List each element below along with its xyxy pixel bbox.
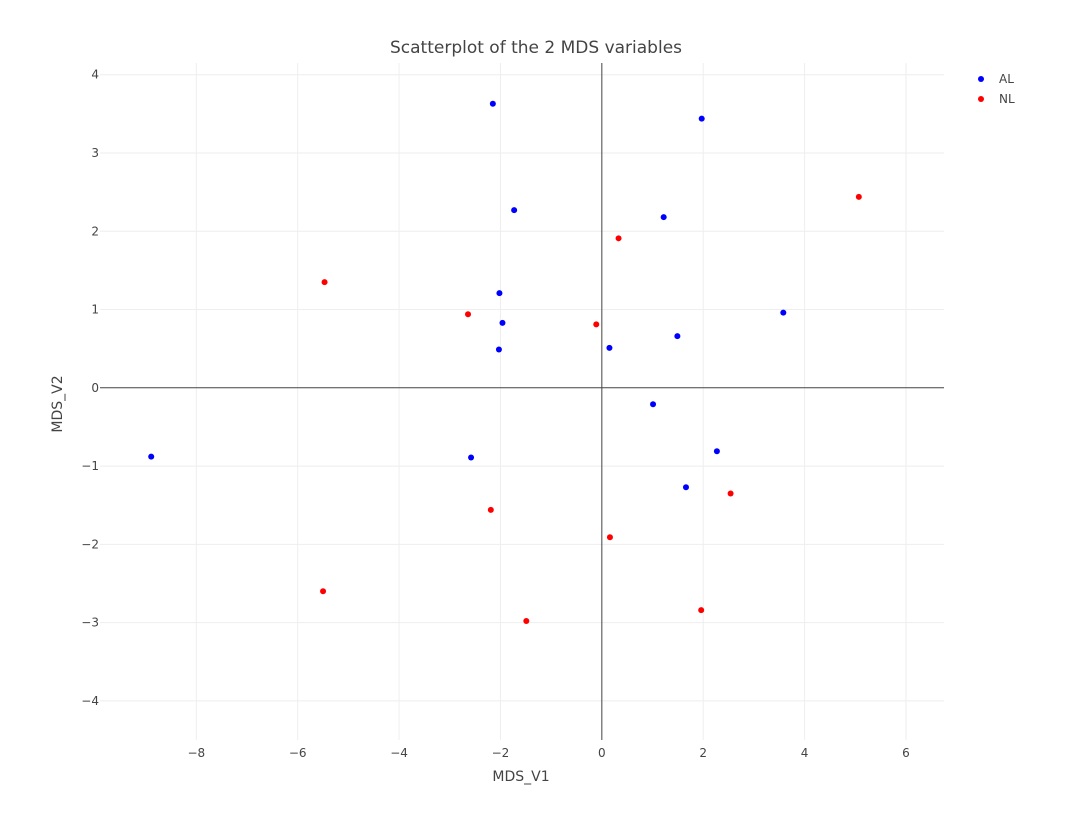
legend-marker bbox=[978, 76, 984, 82]
data-point-al[interactable] bbox=[148, 453, 155, 460]
y-tick-label: 4 bbox=[91, 68, 99, 82]
data-point-nl[interactable] bbox=[593, 321, 600, 328]
data-point-al[interactable] bbox=[660, 214, 667, 221]
legend-label: AL bbox=[999, 72, 1014, 86]
y-tick-labels: −4 −3 −2 −1 0 1 2 3 4 bbox=[81, 68, 99, 708]
data-point-nl[interactable] bbox=[855, 193, 862, 200]
legend-item-al[interactable]: AL bbox=[978, 72, 1014, 86]
data-point-nl[interactable] bbox=[615, 235, 622, 242]
zero-lines bbox=[100, 63, 944, 740]
x-tick-labels: −8 −6 −4 −2 0 2 4 6 bbox=[187, 746, 909, 760]
data-point-nl[interactable] bbox=[523, 618, 530, 625]
data-points bbox=[148, 100, 862, 625]
data-point-nl[interactable] bbox=[487, 506, 494, 513]
y-tick-label: 0 bbox=[91, 381, 99, 395]
y-tick-label: 2 bbox=[91, 224, 99, 238]
data-point-al[interactable] bbox=[496, 290, 503, 297]
data-point-al[interactable] bbox=[682, 484, 689, 491]
data-point-al[interactable] bbox=[495, 346, 502, 353]
legend-item-nl[interactable]: NL bbox=[978, 92, 1015, 106]
data-point-al[interactable] bbox=[468, 454, 475, 461]
y-axis-title: MDS_V2 bbox=[50, 375, 66, 432]
data-point-nl[interactable] bbox=[606, 534, 613, 541]
data-point-nl[interactable] bbox=[727, 490, 734, 497]
data-point-nl[interactable] bbox=[321, 279, 328, 286]
y-tick-label: −3 bbox=[81, 616, 99, 630]
data-point-al[interactable] bbox=[650, 401, 657, 408]
data-point-al[interactable] bbox=[674, 333, 681, 340]
chart-title: Scatterplot of the 2 MDS variables bbox=[390, 38, 682, 58]
y-tick-label: −4 bbox=[81, 694, 99, 708]
x-tick-label: 2 bbox=[699, 746, 707, 760]
data-point-nl[interactable] bbox=[465, 311, 472, 318]
legend-marker bbox=[978, 96, 984, 102]
data-point-al[interactable] bbox=[606, 344, 613, 351]
x-tick-label: 4 bbox=[801, 746, 809, 760]
y-tick-label: 3 bbox=[91, 146, 99, 160]
x-tick-label: −6 bbox=[289, 746, 307, 760]
x-tick-label: −4 bbox=[390, 746, 408, 760]
grid bbox=[100, 63, 944, 740]
data-point-al[interactable] bbox=[489, 100, 496, 107]
data-point-nl[interactable] bbox=[698, 607, 705, 614]
data-point-al[interactable] bbox=[780, 309, 787, 316]
legend[interactable]: AL NL bbox=[978, 72, 1015, 106]
x-tick-label: 0 bbox=[598, 746, 606, 760]
x-tick-label: 6 bbox=[902, 746, 910, 760]
data-point-al[interactable] bbox=[511, 207, 518, 214]
y-tick-label: −1 bbox=[81, 459, 99, 473]
data-point-al[interactable] bbox=[713, 448, 720, 455]
legend-label: NL bbox=[999, 92, 1015, 106]
y-tick-label: −2 bbox=[81, 537, 99, 551]
y-tick-label: 1 bbox=[91, 303, 99, 317]
x-tick-label: −8 bbox=[187, 746, 205, 760]
data-point-nl[interactable] bbox=[320, 588, 327, 595]
x-tick-label: −2 bbox=[492, 746, 510, 760]
data-point-al[interactable] bbox=[499, 319, 506, 326]
x-axis-title: MDS_V1 bbox=[492, 769, 549, 785]
data-point-al[interactable] bbox=[698, 115, 705, 122]
